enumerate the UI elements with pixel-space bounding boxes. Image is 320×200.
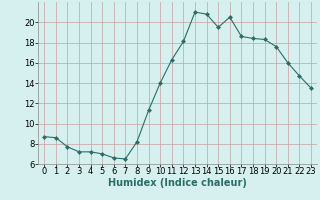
X-axis label: Humidex (Indice chaleur): Humidex (Indice chaleur) (108, 178, 247, 188)
